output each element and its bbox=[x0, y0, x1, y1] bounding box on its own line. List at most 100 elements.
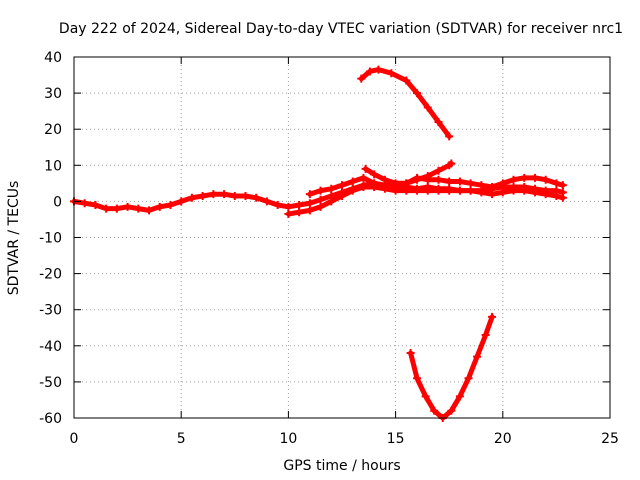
series-lower-band bbox=[284, 182, 567, 219]
data-point bbox=[305, 190, 314, 199]
data-point bbox=[447, 406, 456, 415]
data-point bbox=[406, 349, 415, 358]
x-axis-label: GPS time / hours bbox=[283, 458, 400, 474]
x-tick-label: 20 bbox=[494, 431, 512, 447]
data-point bbox=[430, 406, 439, 415]
series-line bbox=[408, 314, 495, 421]
data-point bbox=[447, 159, 456, 168]
data-point bbox=[91, 201, 100, 210]
data-point bbox=[316, 202, 325, 211]
data-point bbox=[421, 392, 430, 401]
data-point bbox=[357, 74, 366, 83]
data-point bbox=[209, 190, 218, 199]
data-point bbox=[455, 177, 464, 186]
data-point bbox=[402, 76, 411, 85]
data-point bbox=[434, 117, 443, 126]
data-point bbox=[423, 103, 432, 112]
series-rising-arc bbox=[361, 159, 456, 188]
data-point bbox=[316, 195, 325, 204]
data-point bbox=[466, 179, 475, 188]
data-point bbox=[338, 181, 346, 190]
data-point bbox=[445, 132, 454, 141]
data-point bbox=[230, 191, 239, 200]
data-point bbox=[558, 181, 567, 190]
data-point bbox=[498, 179, 507, 188]
y-tick-label: -50 bbox=[39, 375, 62, 391]
data-point bbox=[488, 190, 497, 199]
data-point bbox=[520, 186, 529, 195]
data-point bbox=[477, 188, 486, 197]
data-point bbox=[177, 197, 186, 206]
data-point bbox=[434, 166, 443, 175]
series-lower-arc bbox=[406, 312, 497, 422]
data-point bbox=[413, 89, 422, 98]
data-point bbox=[413, 175, 422, 184]
data-point bbox=[134, 204, 143, 213]
y-tick-label: -20 bbox=[39, 267, 62, 283]
data-point bbox=[481, 330, 490, 339]
data-point bbox=[348, 177, 357, 186]
data-point bbox=[530, 188, 539, 197]
data-point bbox=[509, 175, 518, 184]
data-point bbox=[466, 186, 475, 195]
data-point bbox=[391, 186, 400, 195]
data-point bbox=[423, 186, 432, 195]
y-tick-label: 30 bbox=[44, 86, 62, 102]
data-point bbox=[123, 202, 132, 211]
data-point bbox=[509, 186, 518, 195]
data-point bbox=[434, 175, 443, 184]
data-point bbox=[370, 182, 379, 191]
data-point bbox=[262, 197, 271, 206]
data-point bbox=[359, 182, 368, 191]
data-point bbox=[541, 175, 550, 184]
series-upper-arc bbox=[357, 65, 454, 141]
y-tick-label: 0 bbox=[53, 194, 62, 210]
data-point bbox=[102, 204, 111, 213]
data-point bbox=[273, 201, 282, 210]
ticks: 0 5 10 15 20 25 -60 -50 -40 -30 -20 -10 0 10 20 30 40 bbox=[39, 50, 619, 447]
data-point bbox=[413, 186, 422, 195]
data-point bbox=[473, 352, 482, 361]
data-point bbox=[488, 182, 497, 191]
data-point bbox=[305, 199, 314, 208]
data-point bbox=[370, 170, 379, 179]
series-line bbox=[363, 161, 454, 186]
data-point bbox=[327, 184, 336, 193]
data-point bbox=[423, 172, 432, 181]
data-point bbox=[391, 179, 400, 188]
x-tick-label: 10 bbox=[279, 431, 297, 447]
data-point bbox=[455, 392, 464, 401]
data-point bbox=[530, 173, 539, 182]
data-point bbox=[295, 208, 304, 217]
x-tick-label: 5 bbox=[177, 431, 186, 447]
data-point bbox=[284, 202, 293, 211]
data-point bbox=[166, 201, 175, 210]
y-tick-label: 10 bbox=[44, 158, 62, 174]
data-point bbox=[145, 206, 154, 215]
data-point bbox=[387, 69, 396, 78]
y-tick-label: 20 bbox=[44, 122, 62, 138]
data-point bbox=[241, 191, 250, 200]
y-tick-label: -30 bbox=[39, 303, 62, 319]
data-point bbox=[380, 184, 389, 193]
data-point bbox=[327, 197, 336, 206]
data-point bbox=[187, 193, 196, 202]
y-tick-label: -10 bbox=[39, 231, 62, 247]
data-point bbox=[361, 164, 370, 173]
data-point bbox=[477, 181, 486, 190]
x-tick-label: 15 bbox=[387, 431, 405, 447]
data-point bbox=[520, 173, 529, 182]
data-point bbox=[305, 206, 314, 215]
data-point bbox=[220, 190, 229, 199]
data-point bbox=[284, 210, 293, 219]
y-tick-label: 40 bbox=[44, 50, 62, 66]
data-point bbox=[434, 186, 443, 195]
data-point bbox=[295, 201, 304, 210]
data-point bbox=[252, 193, 261, 202]
series-layer bbox=[70, 65, 567, 422]
data-point bbox=[488, 312, 497, 321]
data-point bbox=[316, 186, 325, 195]
data-point bbox=[198, 191, 207, 200]
data-point bbox=[359, 173, 368, 182]
